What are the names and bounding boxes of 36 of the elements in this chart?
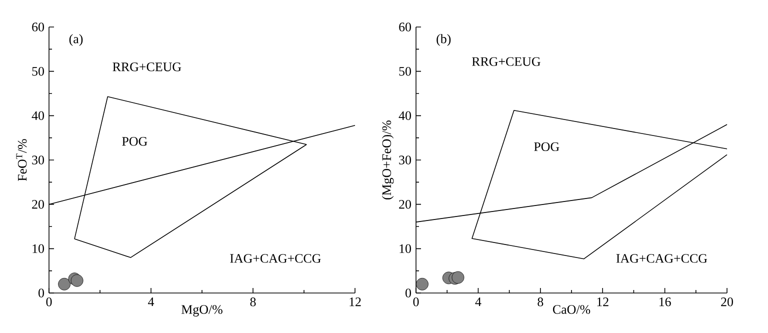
annotation: IAG+CAG+CCG xyxy=(616,254,708,263)
annotation: POG xyxy=(534,142,560,152)
x-tick-label: 20 xyxy=(721,298,733,306)
text: (a) xyxy=(69,34,83,46)
y-tick-label: 20 xyxy=(32,200,44,209)
y-tick-label: 40 xyxy=(398,111,411,120)
annotation: POG xyxy=(122,137,148,146)
annotation: RRG+CEUG xyxy=(112,62,182,72)
y-tick-label: 10 xyxy=(400,244,411,254)
y-axis-title: FeO$^{T}$/% xyxy=(16,139,27,181)
x-tick-label: 4 xyxy=(148,298,154,306)
y-tick-label: 60 xyxy=(32,22,44,32)
y-tick-label: 0 xyxy=(38,288,44,298)
x-tick-label: 8 xyxy=(250,298,256,306)
x-tick-label: 12 xyxy=(350,298,361,306)
text: (b) xyxy=(436,34,451,46)
x-tick-label: 8 xyxy=(538,298,544,306)
y-tick-label: 30 xyxy=(399,156,411,164)
annotation: RRG+CEUG xyxy=(472,57,540,66)
y-tick-label: 0 xyxy=(406,288,411,298)
y-axis-title: (MgO+FeO)/% xyxy=(382,120,394,200)
y-tick-label: 20 xyxy=(399,200,411,209)
y-tick-label: 10 xyxy=(32,244,44,254)
x-tick-label: 4 xyxy=(475,298,482,306)
x-tick-label: 0 xyxy=(46,298,52,306)
y-tick-label: 60 xyxy=(399,22,411,32)
y-tick-label: 40 xyxy=(32,111,44,120)
y-tick-label: 50 xyxy=(399,66,411,76)
x-tick-label: 16 xyxy=(659,298,671,306)
x-tick-label: 0 xyxy=(413,298,419,306)
x-axis-title: MgO/% xyxy=(182,305,222,316)
x-tick-label: 12 xyxy=(597,298,608,306)
annotation: IAG+CAG+CCG xyxy=(230,254,321,263)
y-tick-label: 30 xyxy=(32,156,44,164)
y-tick-label: 50 xyxy=(32,66,44,76)
x-axis-title: CaO/% xyxy=(552,305,590,314)
